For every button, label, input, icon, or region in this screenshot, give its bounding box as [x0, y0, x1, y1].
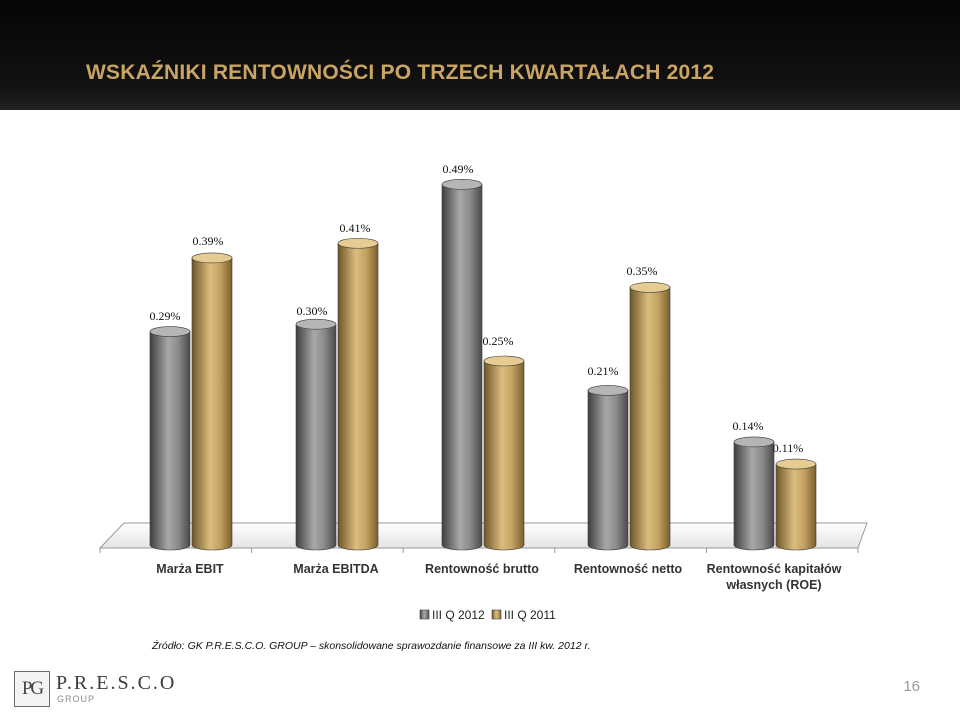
bar-top-q3-2012-4 — [733, 436, 775, 448]
value-label: 0.14% — [733, 419, 764, 433]
chart-value-labels: 0.29% 0.39% 0.30% 0.41% 0.49% 0.25% 0.21% 0.35%… — [150, 162, 804, 455]
chart-bars — [149, 179, 817, 551]
bar-top-q3-2012-2 — [441, 179, 483, 190]
bar-top-q3-2012-1 — [295, 318, 337, 330]
title-band: WSKAŹNIKI RENTOWNOŚCI PO TRZECH KWARTAŁA… — [0, 0, 960, 110]
legend-swatch — [491, 609, 502, 620]
category-label: własnych (ROE) — [725, 578, 821, 592]
bar-q3-2012-1 — [295, 323, 337, 551]
logo-subtitle: GROUP — [57, 694, 96, 704]
value-label: 0.39% — [193, 234, 224, 248]
bar-top-q3-2012-0 — [149, 326, 191, 337]
logo-mark: PG — [14, 671, 50, 707]
company-logo: PG P.R.E.S.C.O GROUP — [14, 671, 174, 711]
bar-q3-2012-2 — [441, 184, 483, 551]
value-label: 0.35% — [627, 264, 658, 278]
legend-label: III Q 2011 — [504, 608, 556, 622]
category-label: Rentowność brutto — [425, 562, 539, 576]
value-label: 0.25% — [483, 334, 514, 348]
value-label: 0.49% — [443, 162, 474, 176]
bar-top-q3-2012-3 — [587, 385, 629, 396]
bar-top-q3-2011-4 — [775, 458, 817, 470]
bar-q3-2011-2 — [483, 360, 525, 551]
chart-legend: III Q 2012 III Q 2011 — [419, 608, 556, 622]
bar-q3-2012-3 — [587, 390, 629, 551]
bar-q3-2011-3 — [629, 287, 671, 551]
value-label: 0.21% — [588, 364, 619, 378]
category-label: Marża EBITDA — [293, 562, 378, 576]
bar-q3-2011-0 — [191, 257, 233, 551]
legend-label: III Q 2012 — [432, 608, 485, 622]
value-label: 0.41% — [340, 221, 371, 235]
category-label: Rentowność netto — [574, 562, 683, 576]
page-number: 16 — [903, 678, 920, 695]
bar-q3-2012-0 — [149, 331, 191, 551]
bar-top-q3-2011-1 — [337, 237, 379, 249]
bar-top-q3-2011-2 — [483, 355, 525, 367]
value-label: 0.30% — [297, 304, 328, 318]
source-note: Źródło: GK P.R.E.S.C.O. GROUP – skonsoli… — [152, 640, 591, 652]
value-label: 0.11% — [773, 441, 804, 455]
logo-name: P.R.E.S.C.O — [56, 672, 177, 694]
bar-q3-2012-4 — [733, 441, 775, 551]
value-label: 0.29% — [150, 309, 181, 323]
legend-swatch — [419, 609, 430, 620]
slide-title: WSKAŹNIKI RENTOWNOŚCI PO TRZECH KWARTAŁA… — [86, 61, 715, 84]
category-label: Marża EBIT — [156, 562, 224, 576]
bar-q3-2011-4 — [775, 463, 817, 551]
bar-top-q3-2011-0 — [191, 252, 233, 264]
bar-q3-2011-1 — [337, 242, 379, 551]
category-label: Rentowność kapitałów — [707, 562, 842, 576]
chart-category-labels: Marża EBIT Marża EBITDA Rentowność brutto R… — [156, 562, 841, 592]
bar-top-q3-2011-3 — [629, 282, 671, 293]
